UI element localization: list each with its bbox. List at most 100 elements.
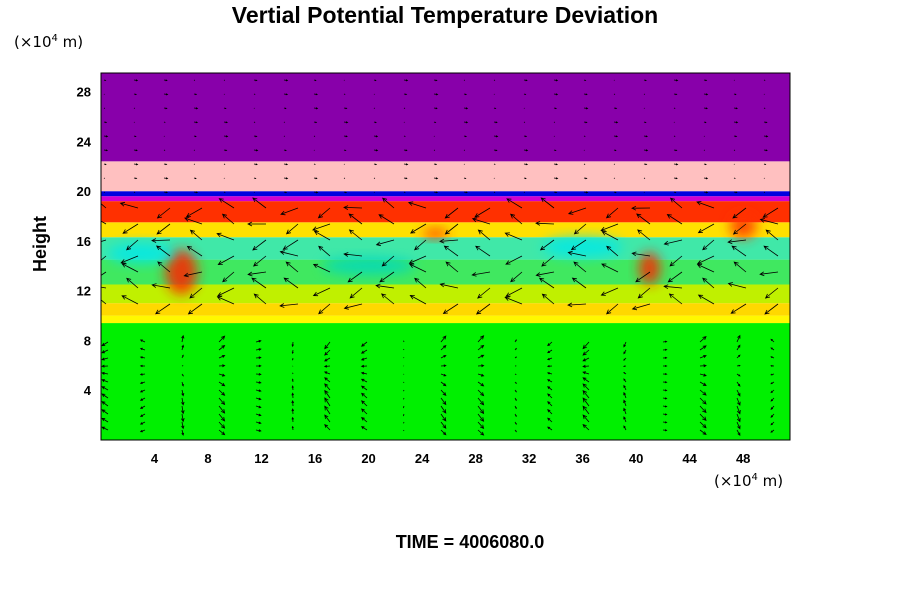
wind-arrow [582,371,590,375]
wind-arrow [193,177,197,180]
wind-arrow [637,229,651,241]
wind-arrow [493,149,498,152]
wind-arrow [155,245,171,257]
wind-arrow [121,295,139,305]
wind-arrow [155,303,171,315]
wind-arrow [763,79,766,81]
wind-arrow [623,416,627,423]
wind-arrow [643,163,648,166]
wind-arrow [763,191,766,193]
wind-arrow [189,229,203,241]
wind-arrow [282,239,299,250]
wind-arrow [360,417,368,423]
wind-arrow [662,348,668,351]
wind-arrow [403,79,409,82]
wind-arrow [408,263,427,273]
wind-arrow [253,177,257,179]
wind-arrow [381,255,395,267]
wind-arrow [139,381,146,384]
wind-arrow [583,163,586,165]
wind-arrow [348,213,363,225]
wind-arrow [433,93,439,96]
wind-arrow [699,373,707,377]
wind-arrow [546,364,553,368]
wind-arrow [101,379,109,383]
wind-arrow [523,177,527,180]
wind-arrow [475,245,491,257]
wind-arrow [696,201,715,209]
wind-arrow [101,401,109,407]
wind-arrow [255,429,262,432]
wind-arrow [291,349,294,355]
wind-arrow [133,191,136,193]
wind-arrow [253,163,258,166]
wind-arrow [703,93,709,96]
wind-arrow [255,356,262,359]
wind-arrow [736,354,741,359]
wind-arrow [546,357,553,361]
wind-arrow [119,201,139,209]
wind-arrow [103,177,105,179]
wind-arrow [662,413,668,416]
wind-arrow [218,413,226,422]
wind-arrow [361,408,368,415]
wind-arrow [547,409,553,415]
wind-arrow [403,191,406,193]
wind-arrow [727,239,747,245]
wind-arrow [613,135,619,138]
wind-arrow [442,303,459,314]
wind-arrow [324,357,331,362]
wind-arrow [324,423,331,431]
wind-arrow [360,426,368,431]
wind-arrow [101,271,107,276]
wind-arrow [373,149,379,152]
wind-arrow [403,107,406,109]
wind-arrow [703,149,705,151]
wind-arrow [523,149,529,152]
wind-arrow [477,413,485,422]
wind-arrow [699,355,707,359]
wind-arrow [324,389,331,399]
wind-arrow [312,263,331,273]
wind-arrow [373,93,375,95]
wind-arrow [121,263,139,273]
wind-arrow [253,135,258,138]
wind-arrow [343,149,347,151]
wind-arrow [251,277,267,289]
wind-arrow [547,349,553,354]
wind-arrow [582,397,590,407]
wind-arrow [139,421,146,425]
wind-arrow [433,149,436,151]
wind-arrow [101,357,109,361]
wind-arrow [547,393,553,399]
wind-arrow [163,191,169,194]
wind-arrow [139,356,146,359]
wind-arrow [163,107,168,110]
wind-arrow [535,221,555,226]
wind-arrow [514,373,517,375]
wind-arrow [445,261,459,273]
wind-arrow [540,197,555,209]
wind-arrow [703,163,707,166]
wind-arrow [623,357,627,361]
wind-arrow [668,293,683,305]
wind-arrow [120,255,139,264]
wind-arrow [477,354,485,359]
wind-arrow [403,405,405,409]
wind-arrow [375,239,395,247]
wind-arrow [736,373,741,377]
wind-arrow [471,271,491,277]
wind-arrow [343,135,348,138]
wind-arrow [613,79,615,81]
wind-arrow [444,223,459,235]
wind-arrow [583,149,585,151]
wind-arrow [506,198,523,209]
wind-arrow [440,397,447,406]
wind-arrow [697,223,715,234]
x-tick-label: 8 [204,451,211,466]
wind-arrow [189,287,203,299]
wind-arrow [733,93,737,96]
wind-arrow [255,339,262,343]
wind-arrow [463,135,467,138]
wind-arrow [493,163,496,165]
